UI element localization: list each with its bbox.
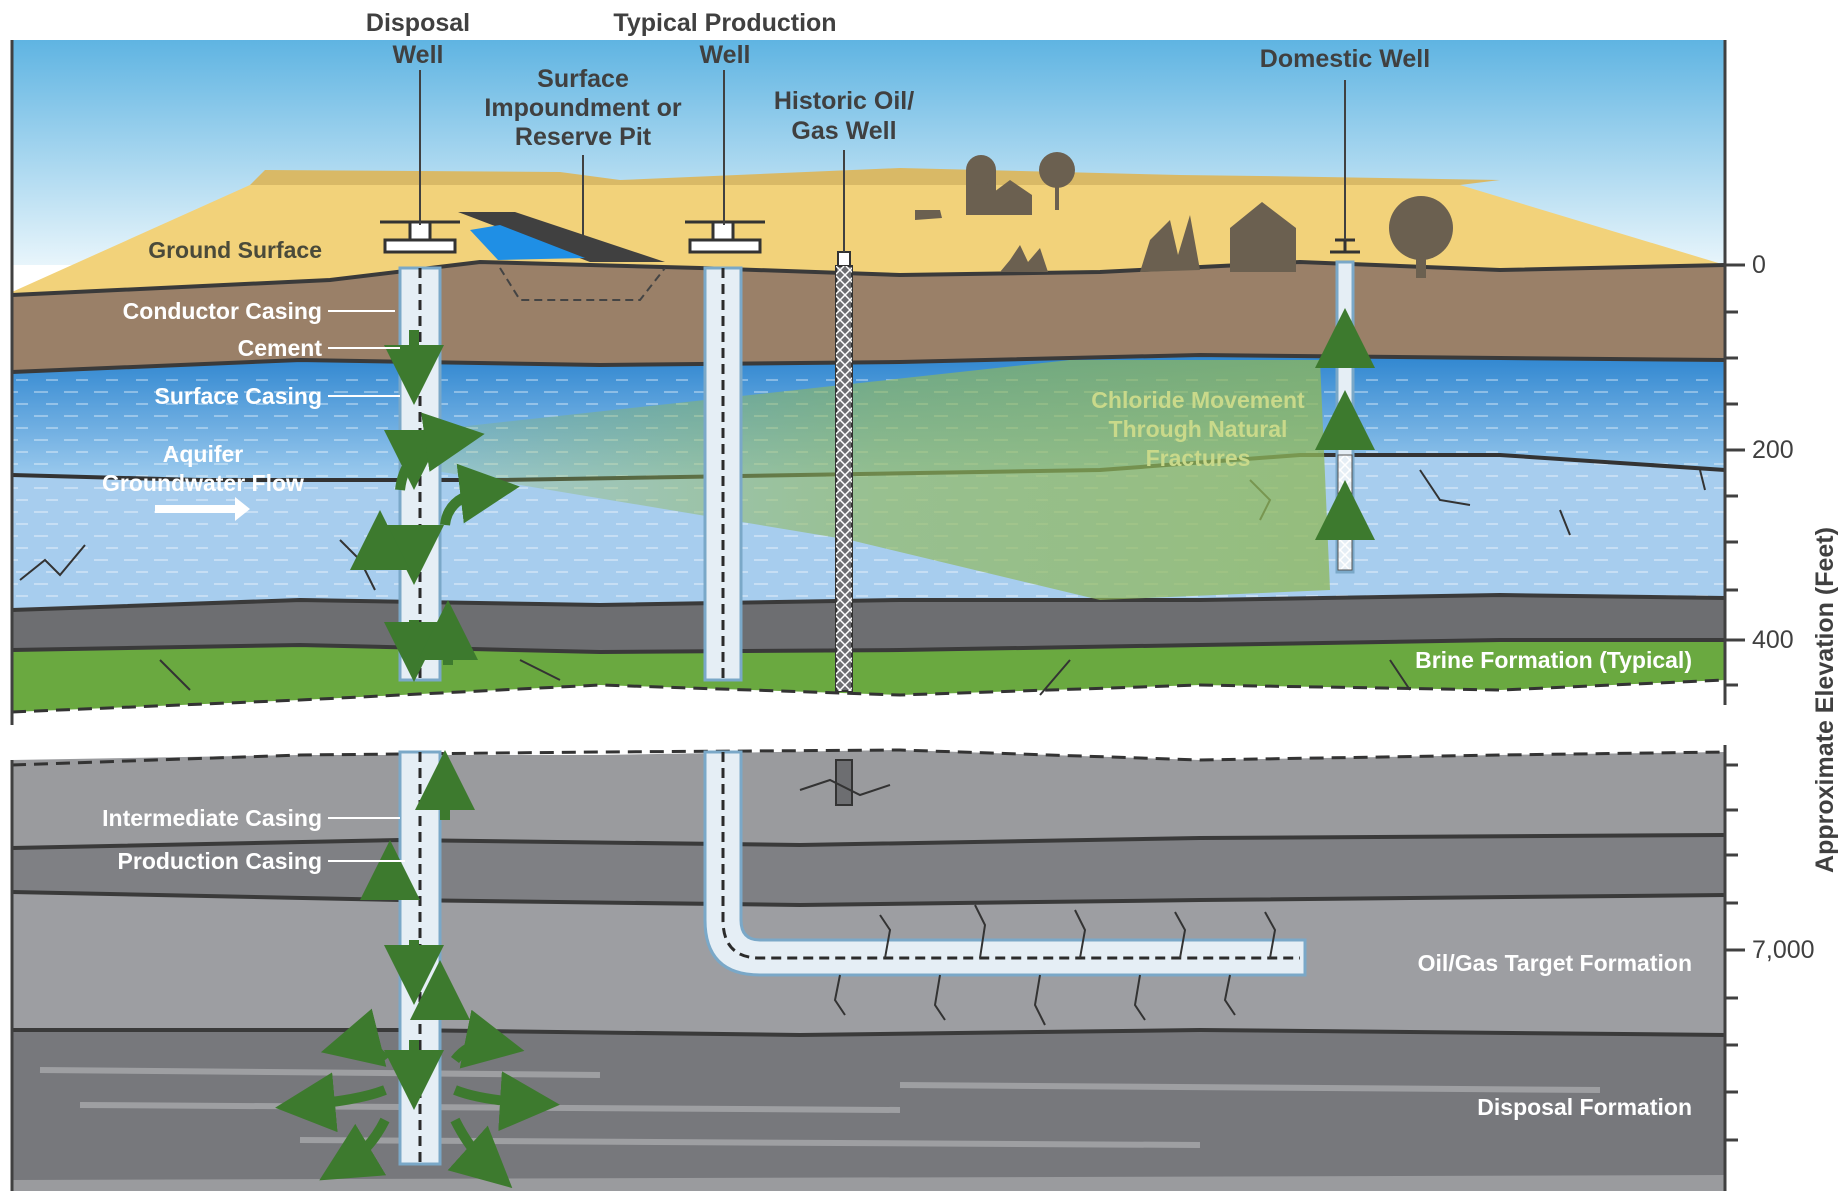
intermediate-casing-label: Intermediate Casing xyxy=(102,805,322,831)
impoundment-label-line2: Impoundment or xyxy=(484,94,681,122)
disposal-well-label-line1: Disposal xyxy=(366,9,470,37)
historic-well-label-line1: Historic Oil/ xyxy=(774,87,914,115)
domestic-well-label: Domestic Well xyxy=(1260,45,1430,73)
ground-surface-label: Ground Surface xyxy=(148,237,322,263)
axis-tick-7000: 7,000 xyxy=(1752,936,1815,964)
production-well-label-line2: Well xyxy=(700,41,751,69)
well-leader-lines xyxy=(419,70,1346,252)
chloride-label-line2: Through Natural xyxy=(1109,416,1288,442)
typical-production-well xyxy=(685,220,1307,1026)
fluid-migration-arrows xyxy=(275,308,1375,1189)
chloride-plume xyxy=(430,360,1330,600)
distant-ridge xyxy=(250,168,1500,185)
chloride-label-line1: Chloride Movement xyxy=(1091,387,1305,413)
disposal-formation-label: Disposal Formation xyxy=(1477,1094,1692,1120)
elevation-axis xyxy=(10,40,1745,1191)
aquifer-label-line1: Aquifer xyxy=(163,441,244,467)
axis-title: Approximate Elevation (Feet) xyxy=(1811,527,1839,873)
impoundment-label-line3: Reserve Pit xyxy=(515,123,652,151)
layer-boundaries-bottom xyxy=(11,833,1726,1038)
impoundment-label-line1: Surface xyxy=(537,65,629,93)
groundwater-flow-arrow xyxy=(155,497,250,521)
break-line-top xyxy=(11,678,1726,714)
surface-impoundment-pit xyxy=(458,212,666,301)
historic-well-label-line2: Gas Well xyxy=(791,117,896,145)
brine-formation-label: Brine Formation (Typical) xyxy=(1415,647,1692,673)
label-leader-lines xyxy=(328,310,405,862)
axis-tick-400: 400 xyxy=(1752,626,1794,654)
production-casing-label: Production Casing xyxy=(118,848,322,874)
disposal-well-label-line2: Well xyxy=(393,41,444,69)
historic-oil-gas-well xyxy=(799,251,891,806)
break-line-bottom xyxy=(11,748,1726,767)
axis-tick-0: 0 xyxy=(1752,251,1766,279)
production-well-label-line1: Typical Production xyxy=(613,9,836,37)
conductor-casing-label: Conductor Casing xyxy=(123,298,322,324)
farm-scenery xyxy=(915,152,1453,278)
target-formation-label: Oil/Gas Target Formation xyxy=(1418,950,1692,976)
cement-label: Cement xyxy=(238,335,323,361)
chloride-label-line3: Fractures xyxy=(1146,445,1251,471)
axis-tick-200: 200 xyxy=(1752,436,1794,464)
aquifer-label-line2: Groundwater Flow xyxy=(102,470,304,496)
surface-casing-label: Surface Casing xyxy=(155,383,322,409)
